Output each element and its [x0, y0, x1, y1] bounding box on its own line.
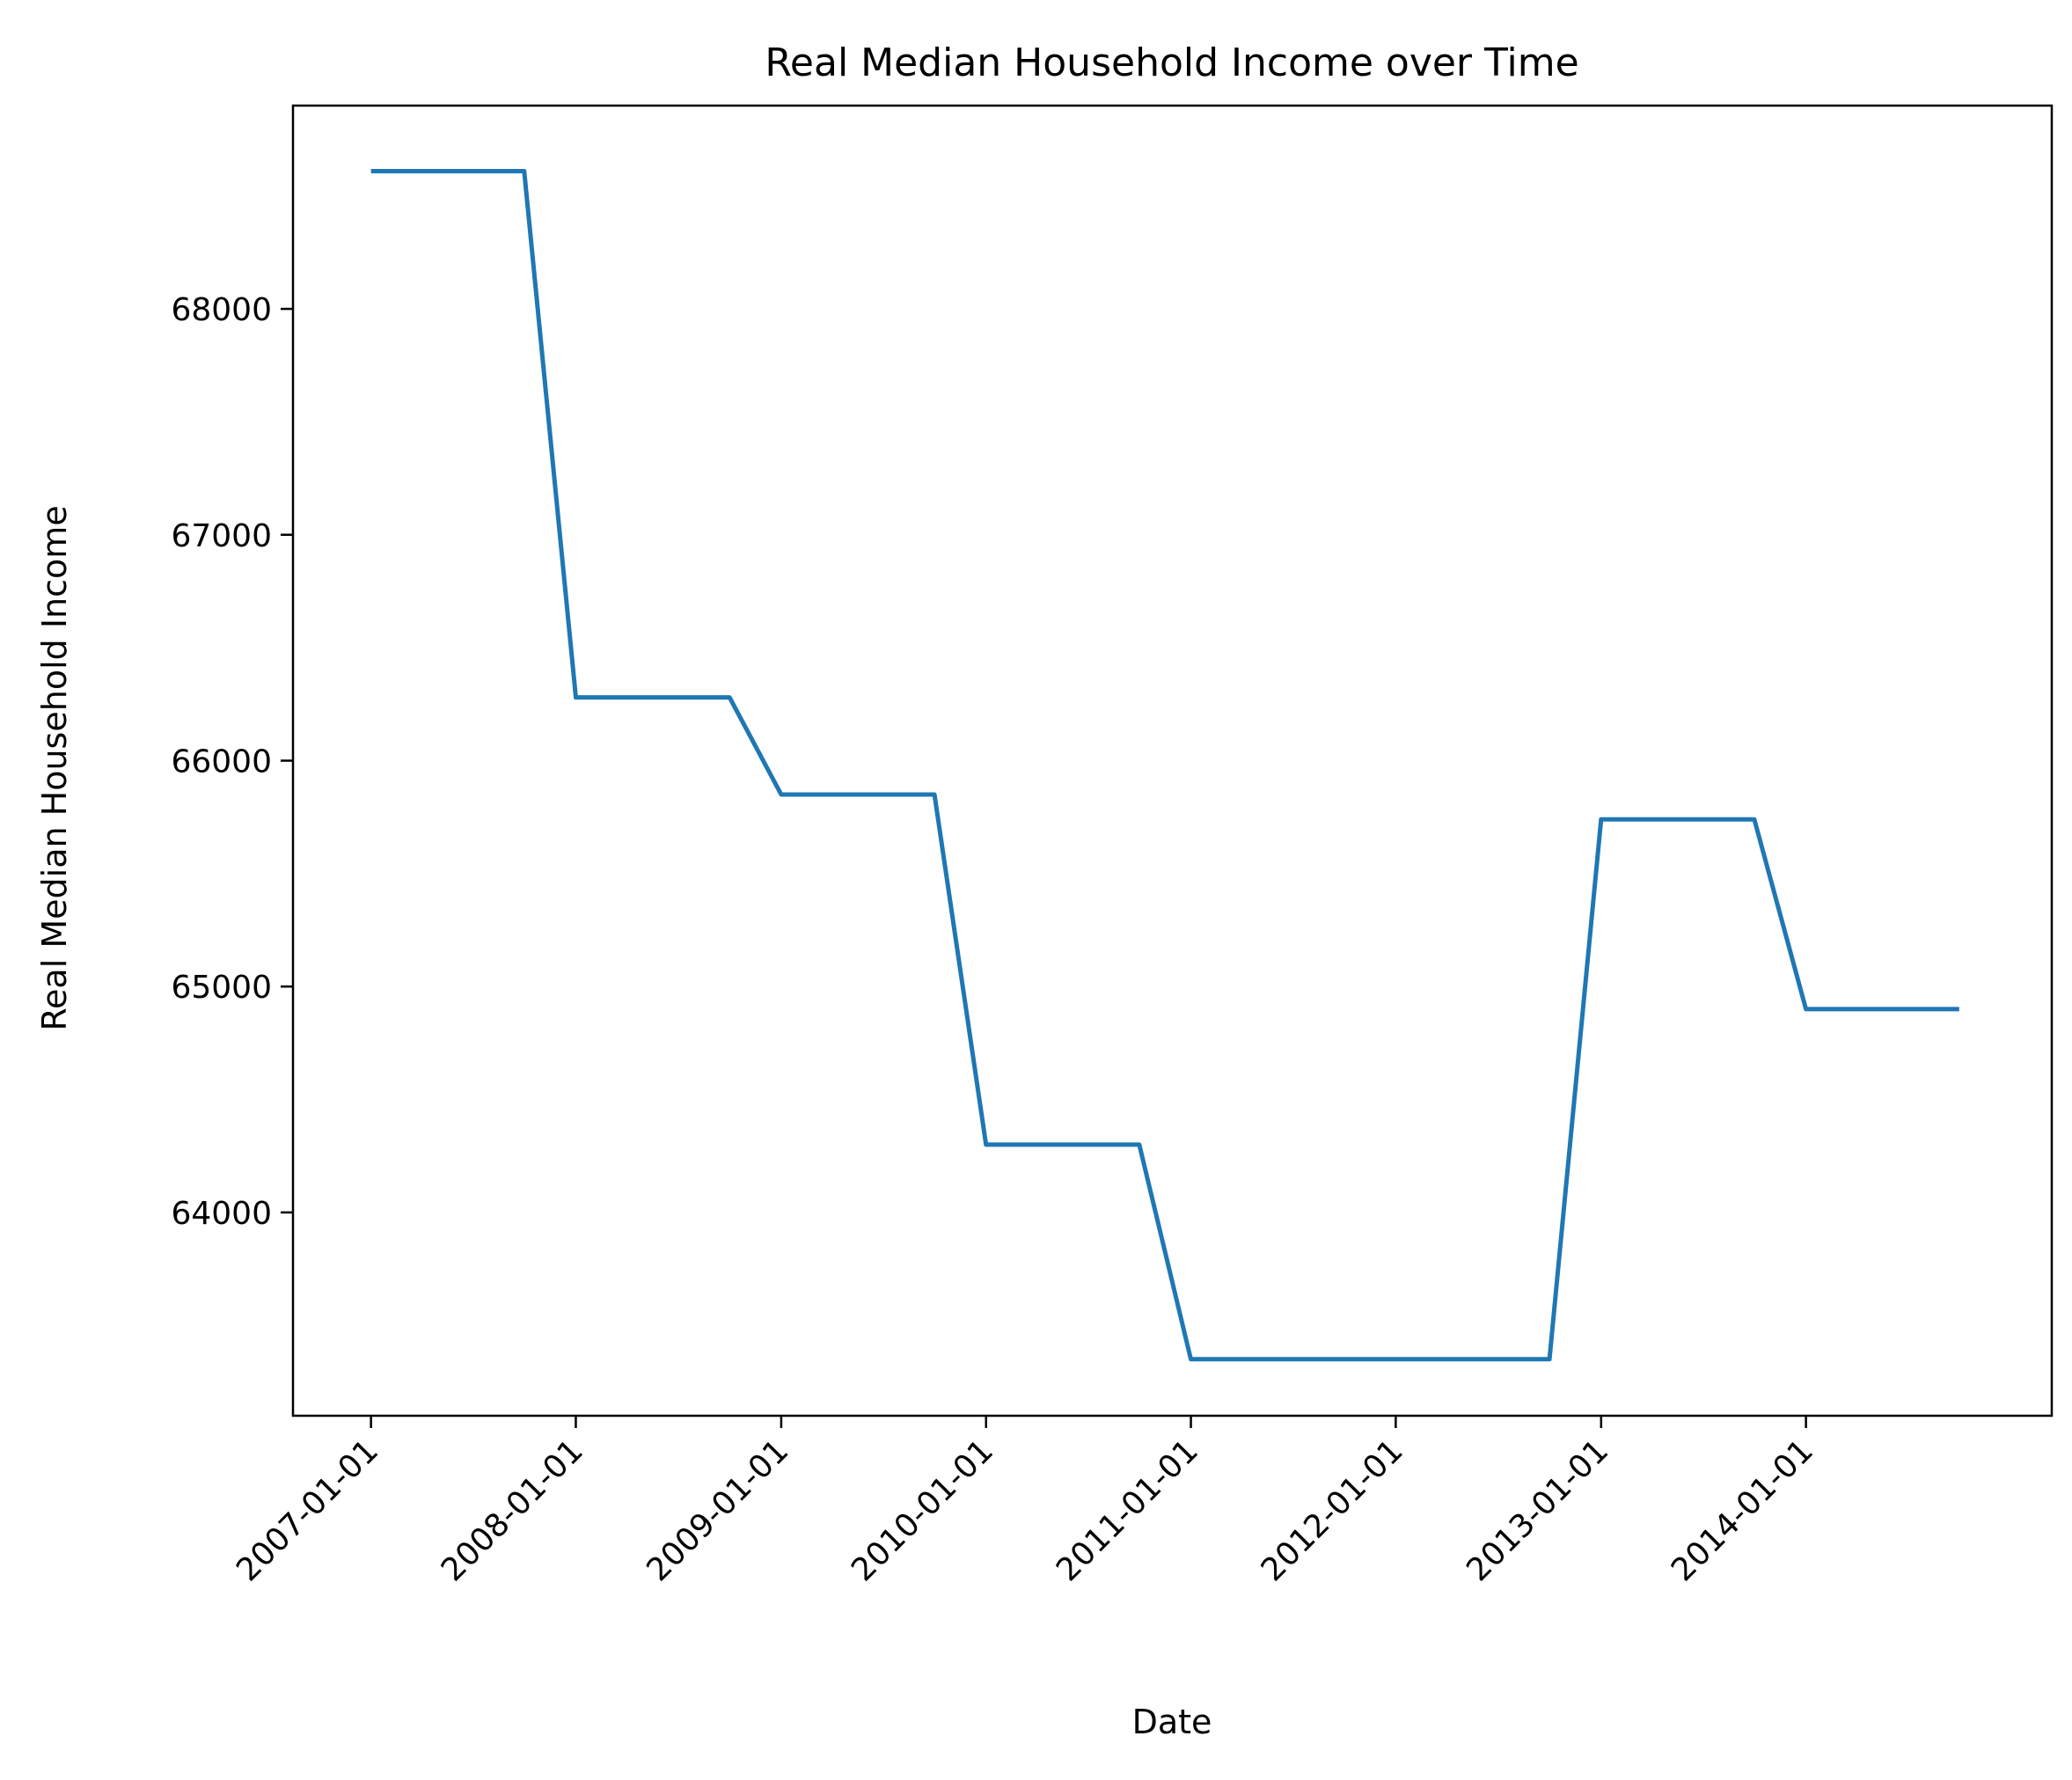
x-tick-label: 2011-01-01: [1050, 1432, 1205, 1588]
y-axis-label: Real Median Household Income: [35, 505, 74, 1030]
y-tick-label: 65000: [171, 970, 272, 1006]
y-tick-label: 64000: [171, 1196, 272, 1232]
y-tick-label: 67000: [171, 518, 272, 554]
x-tick-label: 2008-01-01: [435, 1432, 590, 1588]
x-tick-label: 2012-01-01: [1255, 1432, 1410, 1588]
y-tick-label: 66000: [171, 744, 272, 780]
x-tick-label: 2007-01-01: [230, 1432, 385, 1588]
income-series-line: [370, 169, 1959, 1362]
chart-title: Real Median Household Income over Time: [765, 40, 1578, 85]
x-tick-label: 2009-01-01: [640, 1432, 795, 1588]
x-tick-label: 2014-01-01: [1665, 1432, 1820, 1588]
x-axis-label: Date: [1132, 1703, 1212, 1741]
y-tick-label: 68000: [171, 292, 272, 328]
x-axis: 2007-01-01 2008-01-01 2009-01-01 2010-01-01…: [230, 1416, 1820, 1588]
x-tick-label: 2013-01-01: [1460, 1432, 1615, 1588]
y-axis: 64000 65000 66000 67000 68000: [171, 292, 293, 1232]
plot-area-frame: [291, 104, 2054, 1417]
series-layer: [370, 169, 1959, 1362]
x-tick-label: 2010-01-01: [845, 1432, 1000, 1588]
